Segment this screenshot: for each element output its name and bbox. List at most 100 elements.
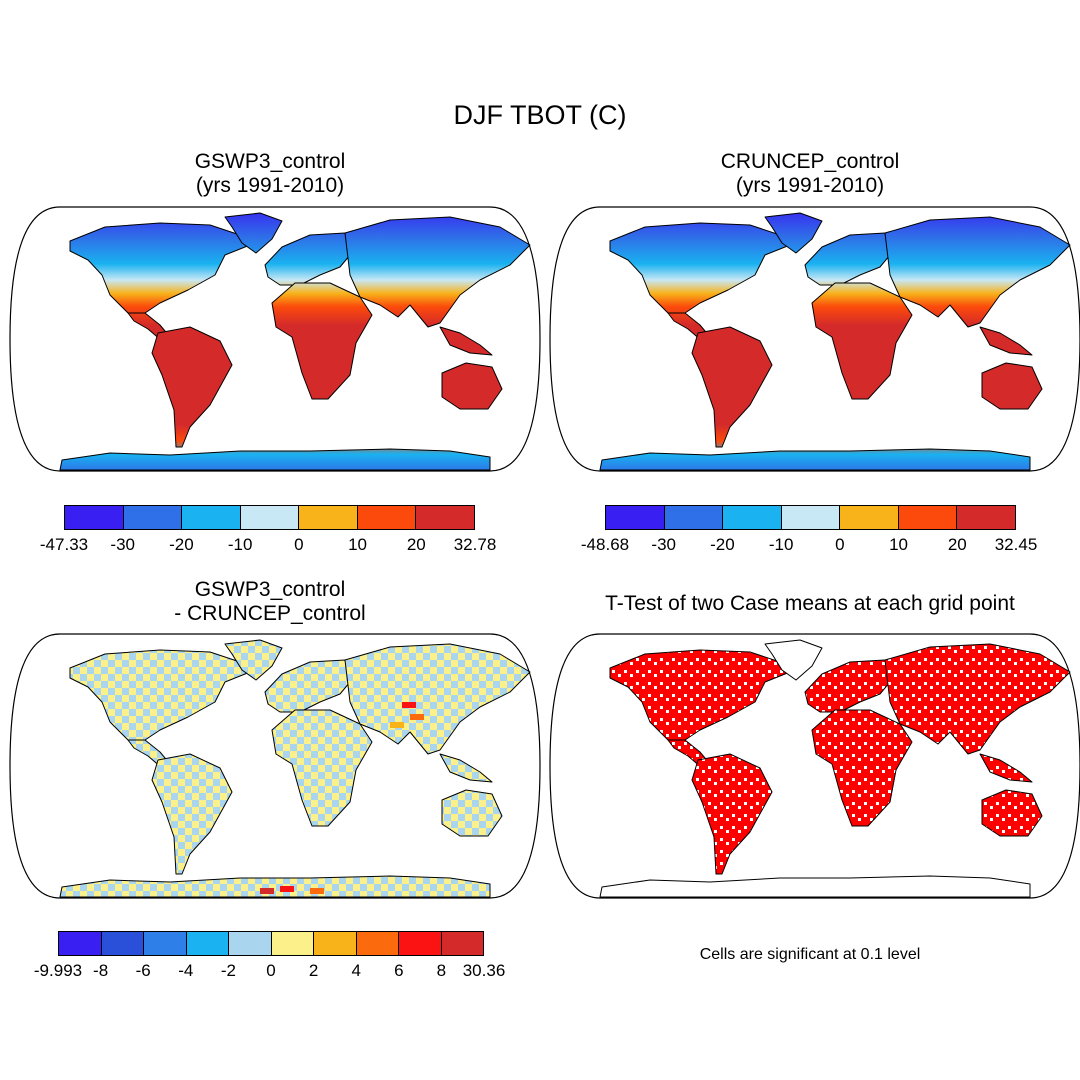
colorbar-swatch bbox=[781, 506, 841, 529]
continent-africa bbox=[271, 282, 373, 400]
continent-europe bbox=[804, 659, 891, 713]
colorbar-swatch bbox=[441, 932, 483, 955]
continent-seasia bbox=[439, 326, 493, 356]
continent-antarctica bbox=[59, 448, 491, 471]
continent-seasia bbox=[979, 753, 1033, 783]
colorbar-tick-label: 0 bbox=[835, 535, 845, 554]
colorbar-tick-label: -2 bbox=[220, 961, 236, 980]
colorbar-tick-label: -4 bbox=[178, 961, 194, 980]
continent-australia bbox=[981, 789, 1043, 837]
colorbar-tick-label: -20 bbox=[710, 535, 735, 554]
map-border bbox=[549, 206, 1080, 472]
continent-namerica bbox=[609, 222, 791, 314]
colorbar-swatch bbox=[59, 932, 102, 955]
continent-greenland bbox=[764, 212, 823, 254]
significance-note: Cells are significant at 0.1 level bbox=[699, 946, 921, 963]
map-border bbox=[549, 633, 1080, 899]
continent-asia bbox=[344, 216, 531, 328]
continent-seasia bbox=[979, 326, 1033, 356]
map-panel-2 bbox=[549, 206, 1080, 472]
continent-africa bbox=[811, 282, 913, 400]
continent-australia bbox=[441, 789, 503, 837]
continent-australia bbox=[981, 362, 1043, 410]
colorbar-tick-label: 0 bbox=[294, 535, 304, 554]
continent-australia bbox=[441, 362, 503, 410]
colorbar-swatch bbox=[399, 932, 442, 955]
colorbar-panel-1 bbox=[64, 505, 475, 530]
colorbar-swatch bbox=[65, 506, 124, 529]
colorbar-swatch bbox=[123, 506, 183, 529]
colorbar-swatch bbox=[840, 506, 899, 529]
colorbar-swatch bbox=[314, 932, 357, 955]
colorbar-swatch bbox=[606, 506, 665, 529]
colorbar-ticks-panel-3: -9.993 -8 -6 -4 -2 0 2 4 6 8 30.36 bbox=[34, 961, 505, 981]
continent-greenland bbox=[224, 639, 283, 681]
colorbar-panel-2 bbox=[605, 505, 1016, 530]
panel-2-title: CRUNCEP_control (yrs 1991-2010) bbox=[610, 150, 1010, 198]
colorbar-swatch bbox=[101, 932, 144, 955]
panel-4-title: T-Test of two Case means at each grid po… bbox=[540, 592, 1080, 616]
map-border bbox=[9, 633, 541, 899]
difference-hotspot bbox=[280, 886, 294, 892]
continent-namerica bbox=[69, 649, 251, 741]
continent-africa bbox=[811, 709, 913, 827]
panel-3-title-line-1: GSWP3_control bbox=[194, 578, 346, 601]
difference-hotspot bbox=[410, 714, 424, 720]
continent-asia bbox=[884, 643, 1071, 755]
colorbar-swatch bbox=[299, 506, 358, 529]
colorbar-tick-label: 2 bbox=[308, 961, 319, 980]
colorbar-tick-label: 8 bbox=[436, 961, 447, 980]
colorbar-swatch bbox=[144, 932, 187, 955]
continent-europe bbox=[264, 659, 351, 713]
colorbar-tick-label: -10 bbox=[768, 535, 794, 554]
panel-1-title-line-1: GSWP3_control bbox=[194, 150, 346, 173]
panel-1-title: GSWP3_control (yrs 1991-2010) bbox=[70, 150, 470, 198]
map-panel-1 bbox=[9, 206, 541, 472]
continent-europe bbox=[264, 232, 351, 286]
panel-4-title-line-1: T-Test of two Case means at each grid po… bbox=[605, 592, 1015, 615]
continent-namerica bbox=[609, 649, 791, 741]
colorbar-swatch bbox=[723, 506, 782, 529]
continent-samerica bbox=[691, 326, 773, 448]
colorbar-ticks-panel-1: -47.33 -30 -20 -10 0 10 20 32.78 bbox=[40, 535, 496, 555]
continent-africa bbox=[271, 709, 373, 827]
colorbar-tick-label: -9.993 bbox=[33, 961, 83, 980]
colorbar-tick-label: 6 bbox=[394, 961, 404, 980]
colorbar-swatch bbox=[957, 506, 1016, 529]
colorbar-swatch bbox=[182, 506, 241, 529]
continent-greenland bbox=[224, 212, 283, 254]
colorbar-swatch bbox=[898, 506, 958, 529]
continent-namerica bbox=[69, 222, 251, 314]
continent-antarctica bbox=[59, 875, 491, 898]
continent-antarctica bbox=[599, 448, 1031, 471]
continent-samerica bbox=[151, 753, 233, 875]
colorbar-swatch bbox=[356, 932, 399, 955]
map-border bbox=[9, 206, 541, 472]
colorbar-swatch bbox=[186, 932, 229, 955]
panel-2-title-line-2: (yrs 1991-2010) bbox=[735, 174, 885, 197]
figure-title: DJF TBOT (C) bbox=[453, 100, 627, 130]
colorbar-tick-label: -8 bbox=[93, 961, 109, 980]
colorbar-tick-label: 30.36 bbox=[462, 961, 506, 980]
continent-asia bbox=[884, 216, 1071, 328]
colorbar-tick-label: 4 bbox=[351, 961, 361, 980]
colorbar-swatch bbox=[240, 506, 300, 529]
colorbar-tick-label: -30 bbox=[651, 535, 676, 554]
difference-hotspot bbox=[310, 888, 324, 894]
map-panel-4 bbox=[549, 633, 1080, 899]
continent-seasia bbox=[439, 753, 493, 783]
colorbar-tick-label: 10 bbox=[348, 535, 368, 554]
colorbar-tick-label: 32.45 bbox=[994, 535, 1038, 554]
panel-3-title-line-2: - CRUNCEP_control bbox=[174, 602, 366, 625]
colorbar-tick-label: -6 bbox=[135, 961, 151, 980]
colorbar-swatch bbox=[416, 506, 475, 529]
map-panel-3 bbox=[9, 633, 541, 899]
colorbar-ticks-panel-2: -48.68 -30 -20 -10 0 10 20 32.45 bbox=[581, 535, 1037, 555]
colorbar-tick-label: 20 bbox=[406, 535, 426, 554]
colorbar-panel-3 bbox=[58, 931, 484, 956]
continent-samerica bbox=[691, 753, 773, 875]
continent-europe bbox=[804, 232, 891, 286]
colorbar-tick-label: 32.78 bbox=[453, 535, 497, 554]
continent-greenland bbox=[764, 639, 823, 681]
colorbar-swatch bbox=[271, 932, 314, 955]
